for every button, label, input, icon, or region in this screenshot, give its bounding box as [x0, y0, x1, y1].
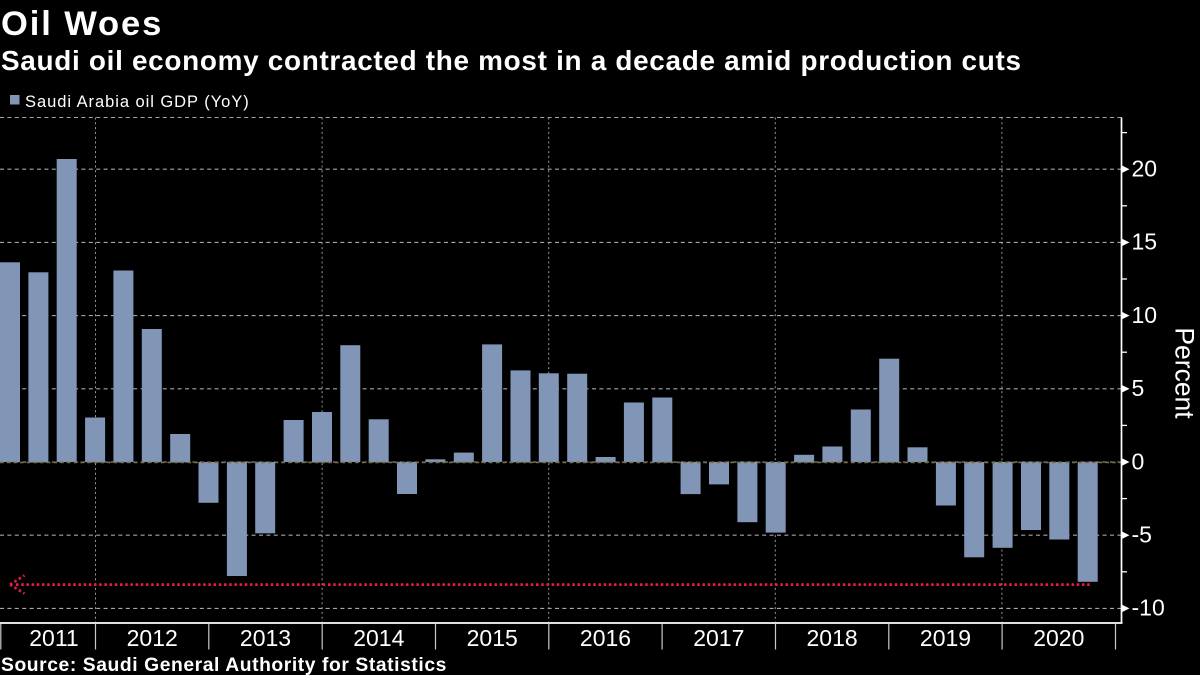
svg-text:2015: 2015 — [467, 625, 518, 651]
svg-text:2013: 2013 — [240, 625, 291, 651]
svg-text:2019: 2019 — [920, 625, 971, 651]
svg-text:15: 15 — [1132, 229, 1158, 255]
svg-text:-10: -10 — [1132, 595, 1165, 621]
svg-text:2012: 2012 — [127, 625, 178, 651]
svg-text:2014: 2014 — [353, 625, 404, 651]
svg-text:0: 0 — [1132, 448, 1145, 474]
svg-text:Percent: Percent — [1170, 327, 1200, 419]
svg-text:2011: 2011 — [29, 625, 78, 651]
svg-text:2016: 2016 — [580, 625, 631, 651]
svg-text:2018: 2018 — [807, 625, 858, 651]
svg-text:-5: -5 — [1132, 522, 1152, 548]
svg-text:2017: 2017 — [693, 625, 744, 651]
svg-text:2020: 2020 — [1033, 625, 1084, 651]
svg-text:20: 20 — [1132, 156, 1158, 182]
svg-text:5: 5 — [1132, 375, 1145, 401]
svg-text:10: 10 — [1132, 302, 1158, 328]
